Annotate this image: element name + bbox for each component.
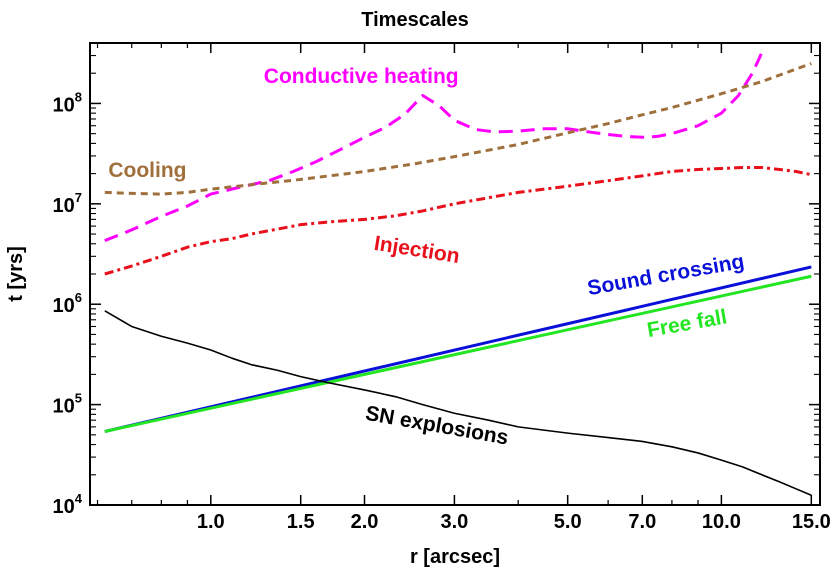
ticks-layer: 1.0 1.5 2.0 3.0 5.0 7.0 10.0 15.010410510610710… [53,42,830,533]
y-tick-label: 108 [53,89,82,116]
y-tick-label: 107 [53,190,82,217]
y-tick-exponent: 4 [75,491,83,506]
series-label-cooling: Cooling [108,159,186,182]
y-tick-base: 10 [53,94,75,116]
y-tick-exponent: 5 [75,391,82,406]
series-line-injection [104,166,812,276]
x-tick-label: 2.0 [351,511,379,533]
annotation-layer: Conductive heating Cooling Injection Sound … [108,65,746,450]
x-axis-label: r [arcsec] [410,546,500,568]
series-label-sound-crossing: Sound crossing [586,250,746,300]
series-line-sn-explosions [104,310,812,497]
x-tick-label: 5.0 [554,511,582,533]
y-tick-base: 10 [53,396,75,418]
y-tick-exponent: 8 [75,89,82,104]
x-tick-label: 10.0 [702,511,741,533]
y-axis-label: t [yrs] [5,246,27,302]
series-layer [104,52,812,497]
series-line-conductive-heating [104,52,764,243]
series-line-sound-crossing [104,265,812,433]
y-tick-label: 104 [53,491,83,518]
y-tick-exponent: 7 [75,190,82,205]
x-tick-label: 15.0 [792,511,830,533]
x-tick-label: 7.0 [628,511,656,533]
y-tick-label: 105 [53,391,82,418]
y-tick-base: 10 [53,295,75,317]
series-line-free-fall [104,274,812,433]
series-label-injection: Injection [372,232,461,268]
x-tick-label: 1.5 [287,511,315,533]
series-label-conductive-heating: Conductive heating [264,65,459,88]
y-tick-base: 10 [53,496,75,518]
x-tick-label: 1.0 [197,511,225,533]
y-tick-label: 106 [53,290,82,317]
series-line-cooling [104,62,812,196]
x-tick-label: 3.0 [441,511,469,533]
y-tick-exponent: 6 [75,290,82,305]
chart-title: Timescales [361,9,469,31]
y-tick-base: 10 [53,195,75,217]
